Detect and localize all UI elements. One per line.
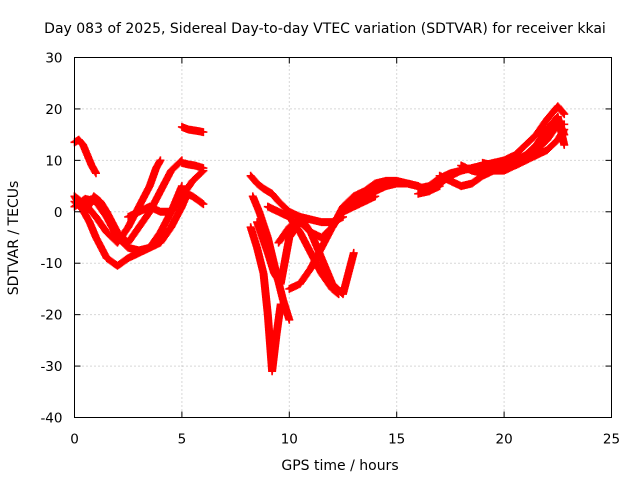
data-point-markers [246, 223, 285, 376]
data-point-markers [177, 122, 208, 137]
y-tick-label: -30 [40, 359, 62, 375]
data-point-markers [177, 187, 208, 209]
y-tick-label: 30 [45, 51, 62, 67]
data-point-markers [478, 115, 569, 173]
x-tick-label: 10 [281, 432, 298, 448]
x-tick-label: 25 [603, 432, 620, 448]
axis-ticks [74, 57, 612, 418]
y-axis-label: SDTVAR / TECUs [6, 181, 22, 296]
x-tick-label: 0 [70, 432, 79, 448]
series-sat-7 [177, 122, 208, 137]
y-tick-label: -40 [40, 411, 62, 427]
y-tick-label: 20 [45, 102, 62, 118]
y-tick-label: 10 [45, 153, 62, 169]
data-point-markers [177, 158, 208, 173]
x-tick-labels: 0 5 10 15 20 25 [70, 432, 620, 448]
x-tick-label: 15 [388, 432, 405, 448]
y-tick-label: 0 [54, 205, 63, 221]
series-sat-23 [478, 115, 569, 173]
series-sat-9 [177, 187, 208, 209]
x-axis-label: GPS time / hours [281, 458, 398, 474]
y-tick-label: -10 [40, 256, 62, 272]
x-tick-label: 20 [496, 432, 513, 448]
data-marks [70, 102, 569, 376]
y-tick-label: -20 [40, 308, 62, 324]
series-sat-11 [246, 223, 285, 376]
chart-title: Day 083 of 2025, Sidereal Day-to-day VTE… [44, 21, 606, 37]
series-sat-1 [70, 135, 100, 178]
plot-frame [74, 57, 612, 418]
series-sat-8 [177, 158, 208, 173]
y-tick-labels: -40 -30 -20 -10 0 10 20 30 [40, 51, 62, 427]
x-tick-label: 5 [178, 432, 187, 448]
data-point-markers [70, 135, 100, 178]
